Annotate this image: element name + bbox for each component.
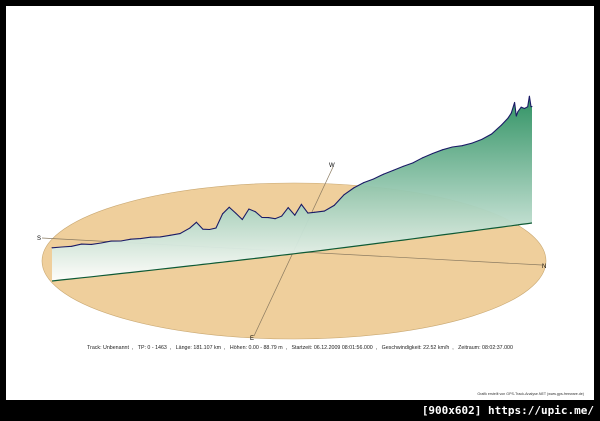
track-info-line: Track: Unbenannt , TP: 0 - 1463 , Länge:… — [87, 345, 513, 351]
elevation-point-37 — [353, 187, 355, 189]
elevation-point-42 — [402, 165, 404, 167]
elevation-point-43 — [412, 162, 414, 164]
elevation-point-20 — [228, 206, 230, 208]
elevation-point-16 — [202, 228, 204, 230]
elevation-point-63 — [531, 106, 533, 108]
elevation-point-27 — [274, 218, 276, 220]
elevation-point-7 — [120, 240, 122, 242]
info-length: Länge: 181.107 km — [175, 345, 222, 351]
elevation-point-5 — [100, 242, 102, 244]
info-track: Track: Unbenannt — [87, 345, 129, 351]
elevation-point-48 — [461, 145, 463, 147]
elevation-point-36 — [343, 194, 345, 196]
elevation-point-35 — [333, 204, 335, 206]
elevation-point-26 — [268, 217, 269, 219]
credit-line: Grafik erstellt von GPS-Track-Analyse.NE… — [477, 392, 584, 396]
elevation-point-52 — [501, 124, 502, 126]
elevation-point-22 — [241, 219, 243, 220]
elevation-point-62 — [530, 106, 532, 108]
elevation-point-6 — [110, 240, 112, 242]
elevation-point-23 — [248, 208, 250, 210]
elevation-point-19 — [222, 213, 224, 215]
elevation-point-12 — [169, 234, 171, 236]
elevation-point-57 — [517, 111, 519, 113]
elevation-point-45 — [432, 153, 434, 154]
elevation-point-28 — [281, 215, 283, 217]
elevation-point-39 — [373, 178, 374, 180]
elevation-point-34 — [323, 210, 325, 212]
elevation-point-15 — [195, 221, 197, 223]
elevation-point-58 — [520, 106, 522, 108]
elevation-point-44 — [422, 157, 424, 159]
elevation-point-17 — [209, 229, 210, 230]
compass-label-n: N — [542, 264, 546, 270]
elevation-point-53 — [507, 117, 509, 119]
elevation-point-61 — [528, 95, 530, 97]
elevation-point-47 — [451, 146, 453, 148]
elevation-point-60 — [527, 106, 529, 108]
watermark-link[interactable]: [900x602] https://upic.me/ — [421, 404, 594, 417]
info-heights: Höhen: 0.00 - 88.79 m — [229, 345, 283, 351]
elevation-profile-line — [51, 96, 532, 249]
elevation-point-2 — [71, 245, 73, 247]
elevation-point-1 — [61, 246, 63, 248]
elevation-point-4 — [90, 243, 92, 245]
elevation-point-55 — [514, 101, 516, 103]
elevation-point-41 — [392, 169, 394, 171]
elevation-point-54 — [510, 112, 512, 114]
elevation-point-8 — [130, 238, 132, 240]
elevation-point-10 — [149, 236, 151, 238]
elevation-area-fill — [52, 96, 532, 281]
compass-label-s: S — [37, 236, 41, 242]
elevation-point-25 — [261, 217, 263, 218]
elevation-point-40 — [382, 173, 384, 175]
elevation-band — [51, 95, 533, 282]
elevation-point-38 — [363, 182, 365, 184]
info-start: Startzeit: 06.12.2009 08:01:56.000 — [291, 345, 373, 351]
elevation-point-32 — [307, 212, 309, 214]
elevation-point-29 — [287, 207, 289, 209]
elevation-point-0 — [51, 247, 53, 249]
elevation-point-46 — [441, 149, 443, 151]
info-duration: Zeitraum: 08:02:37.000 — [458, 345, 513, 351]
elevation-point-18 — [215, 227, 217, 229]
elevation-point-50 — [481, 138, 483, 140]
elevation-point-21 — [235, 212, 237, 214]
elevation-point-11 — [159, 236, 161, 238]
elevation-point-3 — [81, 243, 82, 245]
elevation-point-30 — [294, 214, 296, 216]
elevation-base-edge — [51, 222, 533, 282]
elevation-point-51 — [491, 133, 493, 135]
elevation-point-24 — [254, 211, 256, 213]
elevation-point-56 — [515, 115, 517, 117]
elevation-point-59 — [524, 108, 525, 109]
elevation-point-13 — [179, 233, 181, 235]
elevation-point-14 — [189, 227, 191, 229]
compass-label-w: W — [329, 163, 335, 169]
info-tp: TP: 0 - 1463 — [137, 345, 167, 351]
elevation-point-9 — [140, 238, 142, 240]
elevation-point-49 — [471, 142, 473, 144]
elevation-point-31 — [300, 203, 302, 205]
compass-label-e: E — [250, 336, 254, 342]
elevation-point-33 — [314, 211, 315, 213]
info-speed: Geschwindigkeit: 22.52 km/h — [381, 345, 450, 351]
